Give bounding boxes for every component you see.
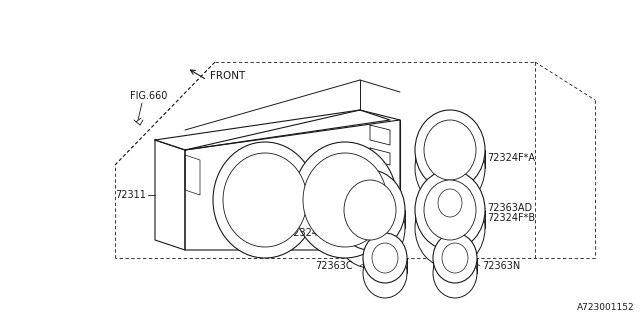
Text: 72324F*A: 72324F*A [287,228,335,238]
Ellipse shape [363,248,407,298]
Ellipse shape [303,153,387,247]
Ellipse shape [415,170,485,250]
Ellipse shape [442,243,468,273]
Ellipse shape [293,142,397,258]
Ellipse shape [424,180,476,240]
Text: 72311: 72311 [115,190,146,200]
Ellipse shape [438,189,462,217]
Ellipse shape [424,120,476,180]
Ellipse shape [433,248,477,298]
Ellipse shape [415,110,485,190]
Text: 72363N: 72363N [482,261,520,271]
Ellipse shape [415,128,485,208]
Ellipse shape [262,197,268,203]
Text: A723001152: A723001152 [577,303,635,312]
Ellipse shape [344,180,396,240]
Ellipse shape [433,233,477,283]
Ellipse shape [342,197,348,203]
Ellipse shape [430,193,470,239]
Ellipse shape [223,153,307,247]
Ellipse shape [415,188,485,268]
Text: 72324F*A: 72324F*A [487,153,535,163]
Ellipse shape [372,243,398,273]
Text: FIG.660: FIG.660 [130,91,168,101]
Ellipse shape [335,188,405,268]
Ellipse shape [213,142,317,258]
Text: 72324F*B: 72324F*B [487,213,535,223]
Text: 72363C: 72363C [315,261,353,271]
Text: 72363AD: 72363AD [487,203,532,213]
Ellipse shape [430,180,470,226]
Text: FRONT: FRONT [210,71,245,81]
Ellipse shape [335,170,405,250]
Ellipse shape [363,233,407,283]
